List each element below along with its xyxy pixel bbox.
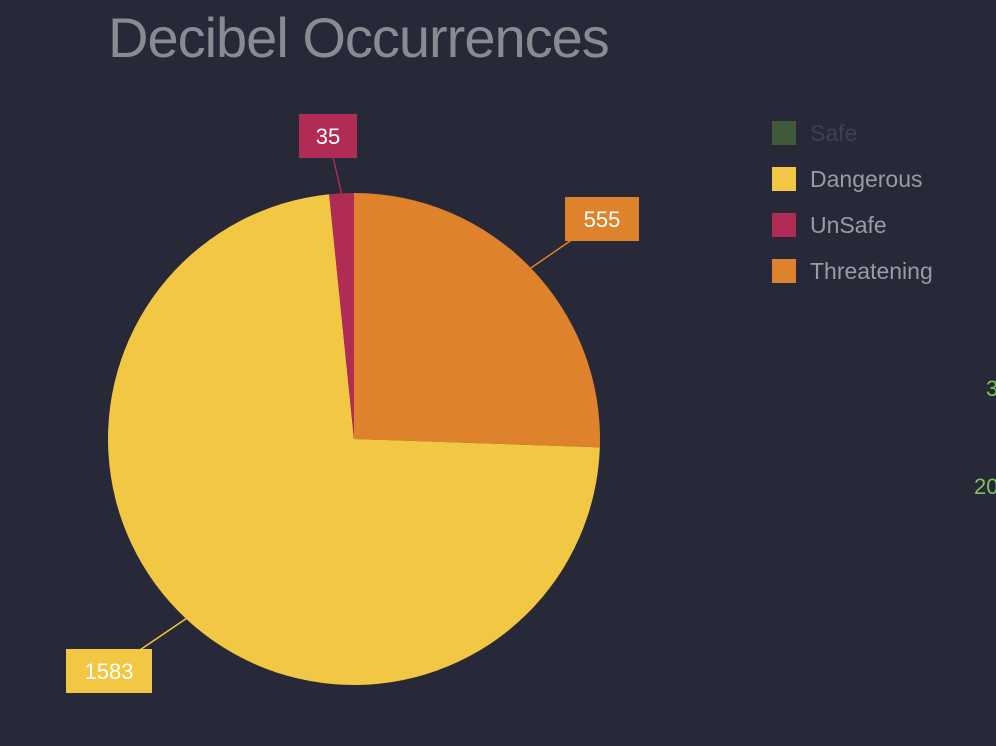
data-label-threatening: 555: [584, 207, 621, 232]
legend-item-safe[interactable]: Safe: [772, 110, 933, 156]
chart-title: Decibel Occurrences: [108, 6, 610, 69]
legend-item-threatening[interactable]: Threatening: [772, 248, 933, 294]
legend: Safe Dangerous UnSafe Threatening: [772, 110, 933, 294]
legend-label-threatening: Threatening: [810, 257, 933, 284]
legend-swatch-threatening: [772, 259, 796, 283]
side-value-text: 3: [986, 376, 996, 401]
data-label-box: [565, 197, 639, 241]
legend-label-unsafe: UnSafe: [810, 211, 887, 238]
pie-slice-threatening[interactable]: [354, 193, 600, 448]
pie-slice-unsafe[interactable]: [329, 193, 354, 439]
data-label-box: [66, 649, 152, 693]
legend-item-dangerous[interactable]: Dangerous: [772, 156, 933, 202]
legend-swatch-unsafe: [772, 213, 796, 237]
data-label-box: [299, 114, 357, 158]
data-label-unsafe: 35: [316, 124, 340, 149]
legend-swatch-safe: [772, 121, 796, 145]
legend-swatch-dangerous: [772, 167, 796, 191]
side-value-text: 20: [974, 474, 996, 499]
pie-slice-dangerous[interactable]: [108, 194, 600, 685]
legend-item-unsafe[interactable]: UnSafe: [772, 202, 933, 248]
data-label-dangerous: 1583: [85, 659, 134, 684]
legend-label-dangerous: Dangerous: [810, 165, 923, 192]
legend-label-safe: Safe: [810, 119, 858, 146]
